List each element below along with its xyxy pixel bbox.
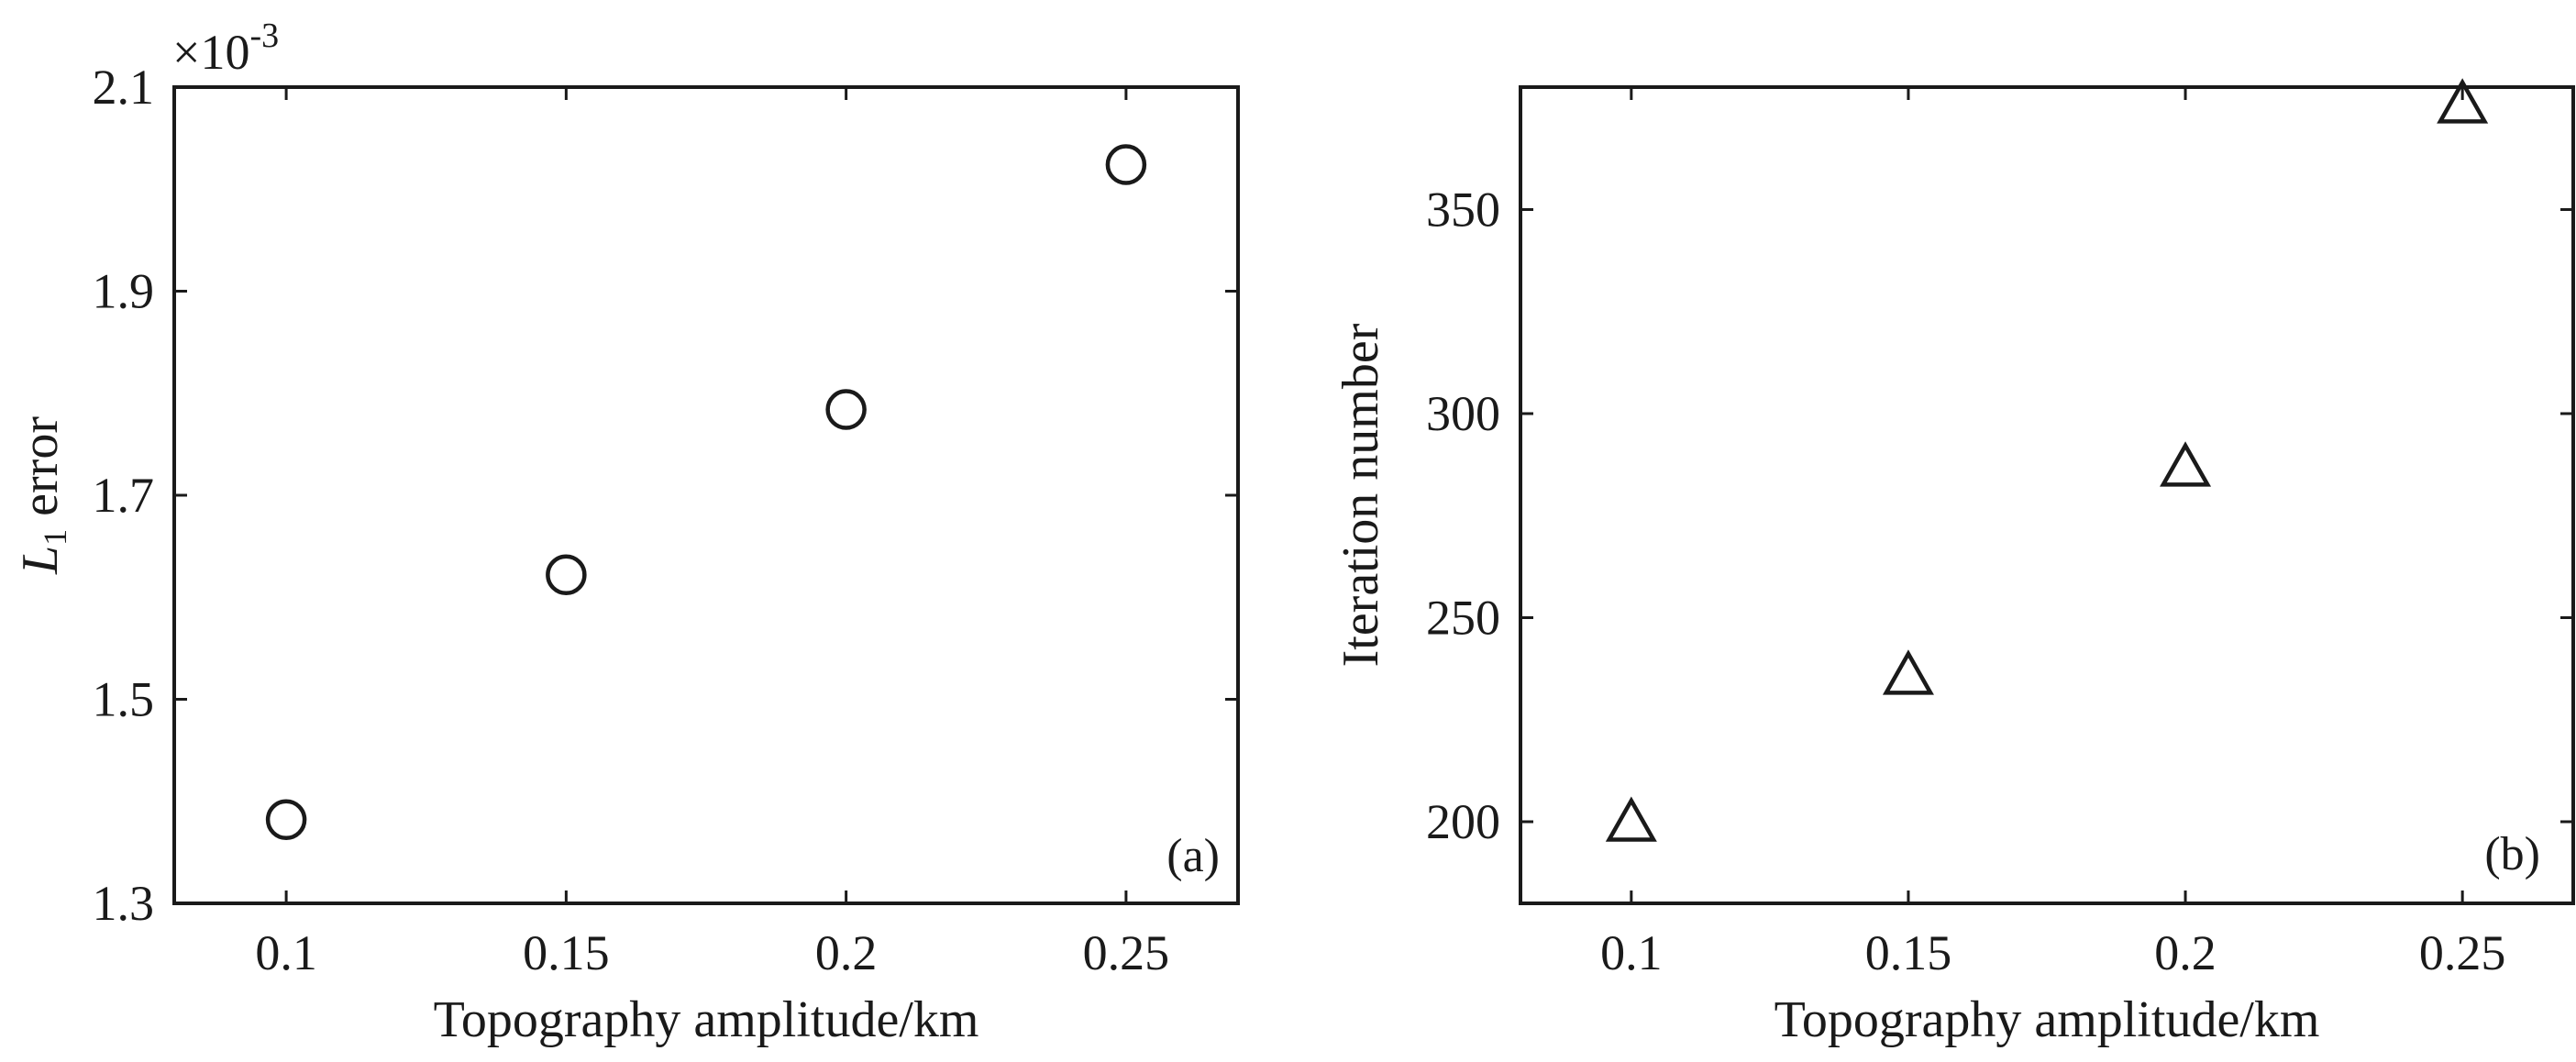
panel-a-xtick-label: 0.2 [815, 925, 878, 980]
panel-a-exponent: ×10-3 [172, 17, 279, 80]
panel-b-ytick-label: 350 [1426, 183, 1500, 238]
panel-b-ticks: 0.1 0.15 0.2 0.25 200 250 300 350 [1426, 87, 2573, 980]
panel-a-marks [265, 144, 1147, 841]
panel-b-ylabel: Iteration number [1332, 323, 1389, 667]
panel-a-ytick-label: 1.5 [93, 672, 155, 727]
panel-b-data-point [1605, 796, 1657, 842]
panel-b: 0.1 0.15 0.2 0.25 200 250 300 350 (b) Topograph… [1332, 78, 2575, 1048]
panel-a-label: (a) [1166, 830, 1220, 882]
panel-a: 0.1 0.15 0.2 0.25 1.3 1.5 1.7 1.9 2.1 (a) Topogr… [12, 17, 1240, 1048]
panel-b-data-point [1882, 649, 1934, 695]
panel-a-data-point [825, 389, 867, 430]
panel-b-data-point [2437, 78, 2489, 124]
panel-b-xtick-label: 0.25 [2419, 925, 2506, 980]
panel-a-ytick-label: 1.7 [93, 468, 155, 523]
panel-b-frame [1519, 85, 2575, 905]
panel-b-ytick-label: 200 [1426, 794, 1500, 849]
panel-b-label: (b) [2484, 828, 2540, 880]
panel-a-ytick-label: 1.3 [93, 876, 155, 931]
panel-a-xtick-label: 0.25 [1083, 925, 1170, 980]
panel-b-xtick-label: 0.15 [1865, 925, 1952, 980]
panel-b-xtick-label: 0.1 [1600, 925, 1663, 980]
panel-a-ytick-label: 1.9 [93, 264, 155, 319]
panel-a-ytick-label: 2.1 [93, 60, 155, 115]
panel-a-data-point [546, 554, 587, 596]
panel-a-ticks: 0.1 0.15 0.2 0.25 1.3 1.5 1.7 1.9 2.1 [93, 60, 1238, 980]
panel-a-xtick-label: 0.15 [523, 925, 610, 980]
panel-a-xtick-label: 0.1 [255, 925, 317, 980]
panel-a-xlabel: Topography amplitude/km [434, 991, 979, 1048]
panel-b-ytick-label: 300 [1426, 386, 1500, 441]
panel-b-xtick-label: 0.2 [2154, 925, 2217, 980]
panel-a-frame [172, 85, 1240, 905]
panel-b-ytick-label: 250 [1426, 591, 1500, 646]
panel-b-xlabel: Topography amplitude/km [1774, 991, 2320, 1048]
panel-b-data-point [2160, 441, 2212, 487]
panel-a-data-point [265, 799, 307, 841]
panel-b-marks [1605, 78, 2489, 842]
panel-a-data-point [1105, 144, 1147, 185]
panel-a-ylabel: L1 error [12, 416, 73, 575]
